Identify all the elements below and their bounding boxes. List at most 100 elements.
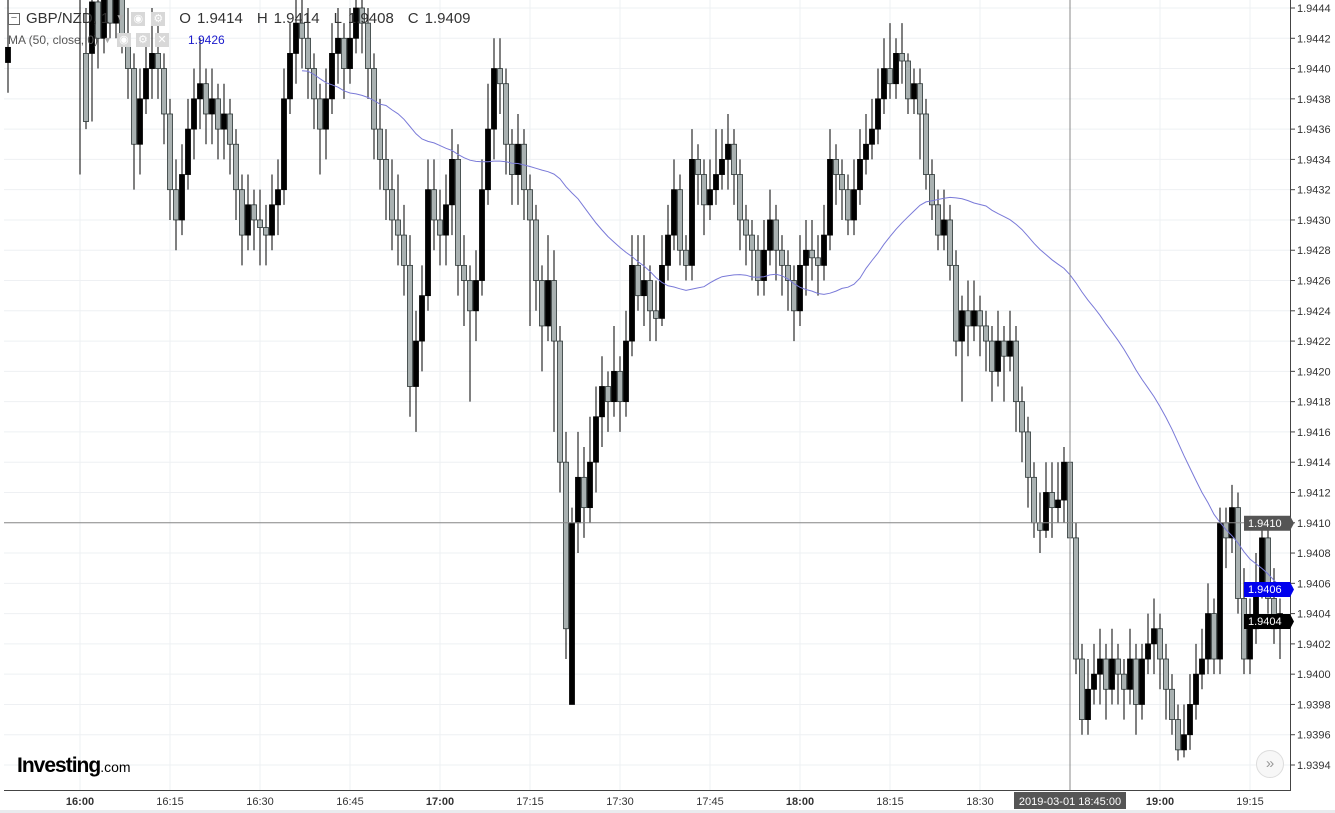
- candle-body-down: [305, 37, 311, 69]
- candle-body-up: [713, 174, 719, 191]
- candle: [371, 53, 377, 160]
- time-axis[interactable]: [0, 790, 1335, 810]
- time-tick-label: 17:00: [426, 796, 454, 808]
- investing-logo: Investing.com: [17, 754, 131, 778]
- candle-body-down: [533, 219, 539, 281]
- candle: [941, 189, 947, 251]
- gear-icon[interactable]: ⚙: [135, 33, 150, 47]
- candle-body-up: [335, 37, 341, 54]
- price-tick-label: 1.9412: [1297, 487, 1331, 499]
- candle-body-up: [149, 53, 155, 69]
- candle-body-up: [641, 280, 647, 297]
- candle: [773, 204, 779, 281]
- candle-body-up: [197, 83, 203, 100]
- candle-body-up: [515, 143, 521, 175]
- price-tick-label: 1.9432: [1297, 185, 1331, 197]
- candle-body-up: [863, 143, 869, 160]
- time-tick-label: 18:15: [876, 796, 904, 808]
- chevron-down-icon[interactable]: ▼: [103, 35, 112, 45]
- chevron-down-icon[interactable]: ▼: [115, 13, 126, 24]
- indicator-label[interactable]: MA (50, close, 0): [8, 33, 99, 47]
- time-tick-label: 18:30: [966, 796, 994, 808]
- candle: [743, 204, 749, 266]
- candle: [893, 38, 899, 99]
- candle: [821, 204, 827, 281]
- candle: [761, 219, 767, 296]
- candle: [479, 159, 485, 296]
- crosshair-price-label-pointer: [1290, 515, 1294, 531]
- candle: [731, 129, 737, 205]
- candle-body-up: [449, 158, 455, 206]
- candle-body-up: [413, 340, 419, 387]
- eye-icon[interactable]: ◉: [116, 33, 131, 47]
- candle-body-down: [131, 68, 137, 145]
- candle: [611, 325, 617, 417]
- candle-body-up: [221, 113, 227, 130]
- double-chevron-right-icon: »: [1265, 755, 1275, 772]
- price-tick-label: 1.9398: [1297, 699, 1331, 711]
- candle: [1079, 643, 1085, 735]
- candle: [599, 356, 605, 448]
- candle-body-down: [653, 310, 659, 319]
- candle: [1145, 613, 1151, 675]
- candle: [251, 189, 257, 251]
- candle-body-up: [179, 174, 185, 221]
- candle: [1055, 462, 1061, 523]
- candle: [89, 0, 95, 122]
- scroll-to-realtime-button[interactable]: »: [1256, 750, 1284, 778]
- price-tick-label: 1.9396: [1297, 730, 1331, 742]
- candle-body-up: [1193, 673, 1199, 705]
- candle: [113, 0, 119, 39]
- price-axis[interactable]: [1290, 0, 1335, 810]
- candle-body-down: [377, 128, 383, 160]
- candle-body-down: [1115, 658, 1121, 675]
- candle-body-down: [779, 249, 785, 266]
- candle-body-up: [827, 158, 833, 236]
- candle: [1151, 598, 1157, 675]
- price-tick-label: 1.9426: [1297, 276, 1331, 288]
- candle-body-up: [281, 98, 287, 191]
- candle: [1205, 583, 1211, 675]
- candle: [1133, 643, 1139, 735]
- candle: [815, 235, 821, 296]
- candle-body-down: [923, 113, 929, 175]
- eye-icon[interactable]: ◉: [131, 11, 146, 26]
- symbol-title[interactable]: GBP/NZD, 1: [26, 10, 110, 27]
- candle-body-down: [755, 249, 761, 281]
- candle: [1181, 704, 1187, 758]
- candle-body-down: [1073, 537, 1079, 660]
- candle-body-down: [83, 53, 89, 122]
- square-minus-icon[interactable]: −: [8, 12, 20, 25]
- candle: [485, 83, 491, 205]
- candle-body-up: [287, 53, 293, 100]
- candle-body-down: [1163, 658, 1169, 690]
- candle: [953, 250, 959, 357]
- gear-icon[interactable]: ⚙: [151, 11, 166, 26]
- candle-body-down: [815, 257, 821, 266]
- candle-body-up: [1181, 734, 1187, 751]
- price-tick-label: 1.9410: [1297, 518, 1331, 530]
- candle: [1091, 643, 1097, 705]
- candle: [263, 204, 269, 266]
- chart-legend: − GBP/NZD, 1 ▼ ◉ ⚙ O 1.9414 H 1.9414 L 1.94…: [8, 10, 471, 27]
- candle-body-down: [605, 386, 611, 403]
- candle-body-down: [497, 68, 503, 85]
- candle: [161, 53, 167, 145]
- ma-price-badge: 1.9406: [1248, 584, 1282, 596]
- candle: [1175, 704, 1181, 761]
- price-tick-label: 1.9438: [1297, 94, 1331, 106]
- candle: [287, 23, 293, 114]
- candle-body-down: [167, 113, 173, 191]
- price-tick-label: 1.9424: [1297, 306, 1331, 318]
- candle-body-down: [95, 1, 101, 39]
- candle-body-down: [1211, 613, 1217, 660]
- candle: [275, 159, 281, 236]
- last-price-badge-pointer: [1290, 614, 1294, 629]
- candle: [911, 68, 917, 114]
- close-icon[interactable]: ✕: [154, 33, 169, 47]
- candle: [323, 68, 329, 160]
- candle-body-down: [1235, 507, 1241, 599]
- candle: [971, 280, 977, 342]
- ma-price-badge-pointer: [1290, 582, 1294, 597]
